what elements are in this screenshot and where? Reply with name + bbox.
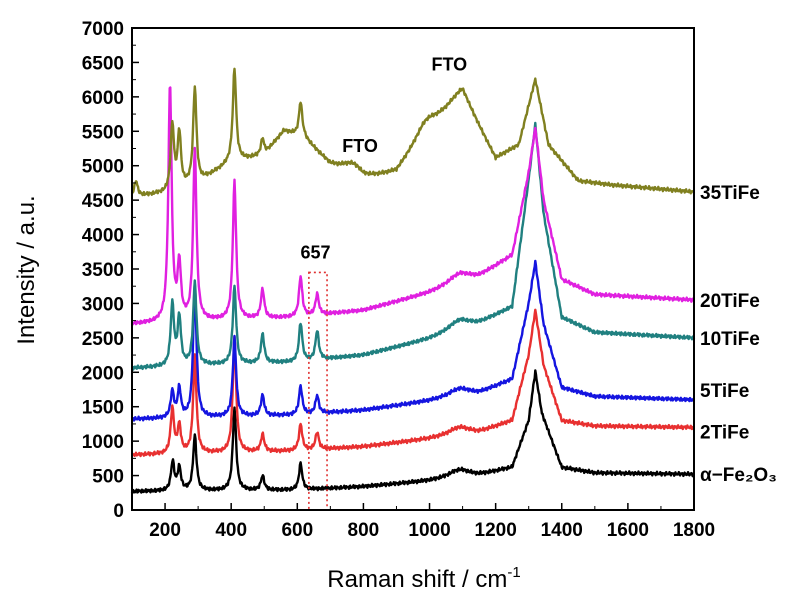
y-tick-label: 1500 bbox=[82, 398, 124, 419]
series-line bbox=[131, 308, 695, 458]
y-tick-label: 6500 bbox=[82, 53, 124, 74]
series-line bbox=[130, 86, 695, 326]
series-line bbox=[131, 121, 696, 371]
label-layer: α−Fe₂O₃ 2TiFe 5TiFe 10TiFe 20TiFe 35TiFe FTO FT… bbox=[300, 55, 777, 487]
y-tick-label: 5000 bbox=[82, 157, 124, 178]
x-tick-label: 1800 bbox=[673, 520, 715, 541]
series-label: α−Fe₂O₃ bbox=[700, 465, 777, 486]
y-tick-label: 4500 bbox=[82, 191, 124, 212]
y-tick-label: 5500 bbox=[82, 122, 124, 143]
annotation-label: 657 bbox=[300, 243, 330, 263]
axis-layer: 200 400 600 800 1000 1200 1400 1600 1800 0 500 1000… bbox=[82, 19, 715, 541]
x-tick-label: 800 bbox=[348, 520, 380, 541]
x-tick-label: 1400 bbox=[541, 520, 583, 541]
y-tick-label: 0 bbox=[113, 501, 124, 522]
y-tick-label: 6000 bbox=[82, 88, 124, 109]
annotation-label: FTO bbox=[342, 136, 378, 156]
y-axis-title: Intensity / a.u. bbox=[13, 195, 40, 344]
y-tick-label: 3000 bbox=[82, 294, 124, 315]
series-line bbox=[131, 259, 695, 422]
y-tick-label: 3500 bbox=[82, 260, 124, 281]
x-axis-title-superscript: -1 bbox=[507, 564, 520, 581]
series-line bbox=[130, 369, 695, 494]
x-tick-label: 400 bbox=[215, 520, 247, 541]
y-tick-label: 1000 bbox=[82, 432, 124, 453]
x-tick-label: 600 bbox=[281, 520, 313, 541]
y-tick-label: 500 bbox=[92, 467, 124, 488]
x-axis-title: Raman shift / cm-1 bbox=[327, 564, 520, 593]
series-label: 35TiFe bbox=[700, 183, 760, 204]
y-tick-label: 2500 bbox=[82, 329, 124, 350]
x-tick-label: 1000 bbox=[408, 520, 450, 541]
series-label: 2TiFe bbox=[700, 422, 749, 443]
series-label: 10TiFe bbox=[700, 329, 760, 350]
series-label: 20TiFe bbox=[700, 291, 760, 312]
x-axis-title-main: Raman shift / cm bbox=[327, 566, 507, 593]
highlight-region-layer bbox=[308, 271, 328, 511]
series-line bbox=[130, 67, 696, 197]
highlight-region-box bbox=[308, 271, 328, 511]
series-layer bbox=[130, 67, 696, 494]
plot-frame bbox=[131, 27, 695, 511]
x-tick-label: 1200 bbox=[475, 520, 517, 541]
series-label: 5TiFe bbox=[700, 381, 749, 402]
x-tick-label: 200 bbox=[149, 520, 181, 541]
y-tick-label: 4000 bbox=[82, 226, 124, 247]
annotation-label: FTO bbox=[432, 55, 468, 75]
x-tick-label: 1600 bbox=[607, 520, 649, 541]
y-tick-label: 2000 bbox=[82, 363, 124, 384]
y-tick-label: 7000 bbox=[82, 19, 124, 40]
